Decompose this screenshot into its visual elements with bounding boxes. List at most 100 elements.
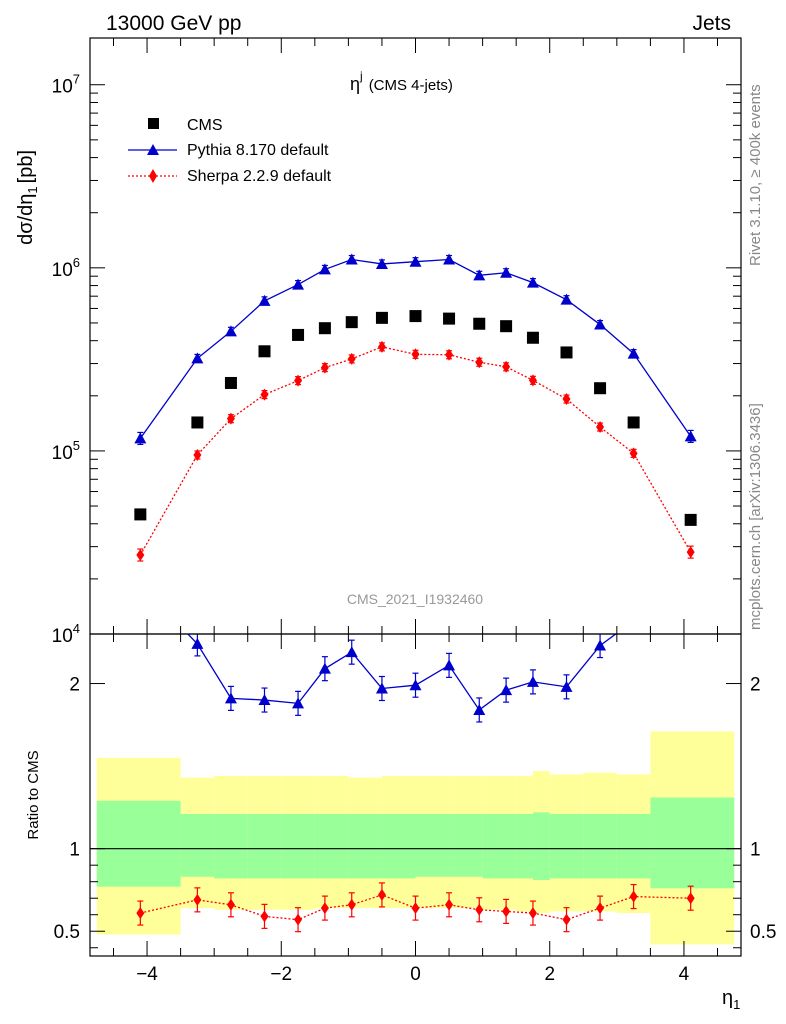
ylabel-text: dσ/dη — [15, 194, 37, 245]
ratio-y-tick-label-right: 1 — [750, 840, 761, 861]
pythia-ratio-point — [345, 646, 358, 658]
sherpa-point — [445, 348, 454, 361]
stat-uncertainty-band — [583, 813, 617, 879]
pythia-point — [134, 432, 147, 444]
stat-uncertainty-band — [532, 812, 550, 881]
ylabel-sub: 1 — [25, 186, 40, 193]
main-data-layer — [134, 253, 697, 562]
pythia-ratio-point — [628, 615, 640, 626]
sherpa-point — [475, 356, 484, 369]
ratio-data-layer — [90, 615, 741, 945]
title-eta: η — [350, 74, 360, 94]
sherpa-line — [139, 346, 692, 556]
pythia-point — [500, 266, 513, 278]
pythia-ratio-point — [224, 692, 237, 704]
stat-uncertainty-band — [449, 813, 483, 877]
stat-uncertainty-band — [482, 813, 517, 879]
sherpa-point — [562, 393, 571, 406]
stat-uncertainty-band — [549, 813, 584, 879]
mcplots-label: mcplots.cern.ch [arXiv:1306.3436] — [747, 403, 764, 630]
pythia-ratio-point — [560, 680, 573, 692]
ratio-panel: −4 −2 0 2 40.5 0.51 12 2 Ratio to CMS η1 — [25, 615, 777, 1012]
plot-title: ηj (CMS 4-jets) — [350, 69, 453, 94]
pythia-ratio-point — [526, 675, 539, 687]
ratio-y-tick-label-left: 0.5 — [54, 922, 80, 943]
sherpa-point — [411, 348, 420, 361]
stat-uncertainty-band — [650, 797, 735, 889]
sherpa-ratio-point — [136, 907, 145, 920]
main-y-tick-label: 105 — [52, 438, 80, 464]
x-tick-label: 4 — [679, 964, 690, 985]
cms-point — [134, 508, 147, 521]
sherpa-point — [528, 374, 537, 387]
legend: CMS Pythia 8.170 default Sherpa 2.2.9 de… — [128, 117, 332, 185]
pythia-ratio-point — [292, 697, 305, 709]
cms-point — [627, 416, 640, 429]
cms-point — [594, 382, 607, 395]
sherpa-ratio-point — [562, 913, 571, 926]
pythia-point — [258, 294, 271, 306]
sherpa-ratio-point — [226, 898, 235, 911]
cms-point — [526, 331, 539, 344]
title-sup: j — [359, 69, 363, 83]
sherpa-ratio-point — [377, 888, 386, 901]
legend-marker-cms — [148, 118, 159, 129]
stat-uncertainty-band — [96, 800, 181, 887]
x-axis-label: η1 — [722, 987, 740, 1012]
stat-uncertainty-band — [281, 813, 315, 879]
sherpa-ratio-point — [193, 893, 202, 906]
legend-marker-sherpa — [149, 169, 157, 183]
sherpa-point — [347, 352, 356, 365]
sherpa-ratio-point — [686, 892, 695, 905]
cms-point — [375, 311, 388, 324]
cms-point — [191, 416, 204, 429]
sherpa-ratio-point — [528, 907, 537, 920]
sherpa-ratio-point — [629, 890, 638, 903]
cms-point — [560, 346, 573, 359]
ylabel-unit: [pb] — [15, 150, 37, 183]
sherpa-ratio-point — [347, 898, 356, 911]
xlabel-text: η — [722, 987, 733, 1009]
stat-uncertainty-band — [415, 813, 450, 877]
main-y-axis-label: dσ/dη1 [pb] — [15, 150, 40, 245]
pythia-ratio-point — [191, 637, 204, 649]
cms-point — [409, 310, 422, 323]
main-panel: 104 105 106 107 dσ/dη1 [pb] ηj (CMS 4-jets) C… — [15, 37, 742, 647]
header-jets: Jets — [692, 12, 731, 35]
sherpa-point — [629, 447, 638, 460]
x-tick-label: −2 — [270, 964, 292, 985]
sherpa-point — [596, 421, 605, 434]
stat-uncertainty-band — [616, 813, 651, 879]
rivet-label: Rivet 3.1.10, ≥ 400k events — [747, 84, 764, 266]
main-y-tick-label: 104 — [52, 621, 80, 647]
analysis-watermark: CMS_2021_I1932460 — [347, 591, 483, 607]
sherpa-point — [320, 361, 329, 374]
sherpa-ratio-point — [596, 902, 605, 915]
cms-point — [443, 312, 456, 325]
main-y-tick-labels: 104 105 106 107 — [52, 72, 80, 647]
pythia-point — [627, 347, 640, 359]
cms-point — [345, 316, 358, 329]
legend-label-cms: CMS — [187, 117, 223, 134]
pythia-ratio-point — [500, 684, 513, 696]
pythia-point — [594, 318, 607, 330]
ratio-y-axis-label: Ratio to CMS — [25, 750, 42, 839]
pythia-point — [345, 253, 358, 265]
ratio-tick-labels: −4 −2 0 2 4 0.5 0.5 1 1 2 2 — [54, 675, 777, 985]
sherpa-ratio-point — [411, 902, 420, 915]
pythia-point — [318, 263, 331, 275]
sherpa-point — [193, 448, 202, 461]
sherpa-point — [136, 549, 145, 562]
pythia-point — [191, 352, 204, 364]
pythia-ratio-point — [318, 662, 331, 674]
sherpa-point — [377, 340, 386, 353]
stat-uncertainty-band — [180, 813, 215, 877]
cms-point — [292, 328, 305, 341]
sherpa-ratio-point — [260, 910, 269, 923]
pythia-ratio-point — [375, 682, 388, 694]
ratio-y-tick-label-right: 2 — [750, 675, 761, 696]
pythia-point — [224, 325, 237, 337]
legend-label-pythia: Pythia 8.170 default — [187, 142, 329, 159]
pythia-point — [443, 253, 456, 265]
